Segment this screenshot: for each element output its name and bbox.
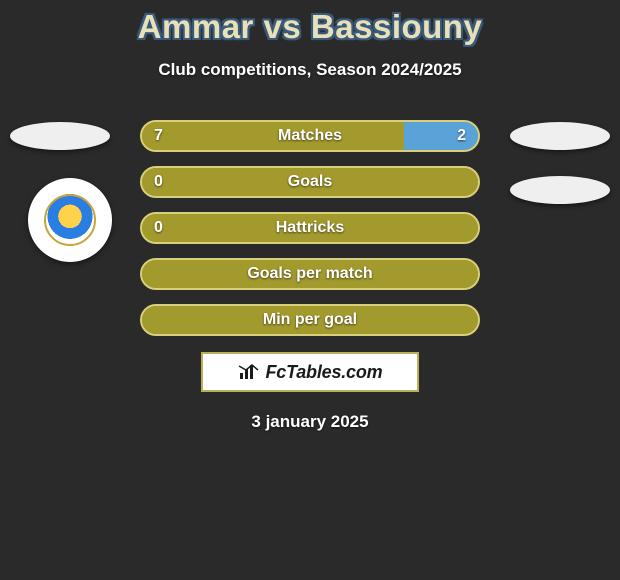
- stat-seg-left: [142, 214, 478, 242]
- subtitle: Club competitions, Season 2024/2025: [0, 60, 620, 80]
- stat-row: Matches72: [0, 120, 620, 152]
- stat-rows: Matches72Goals0Hattricks0Goals per match…: [0, 120, 620, 336]
- stat-seg-left: [142, 260, 478, 288]
- stat-seg-right: [404, 122, 478, 150]
- stat-row: Min per goal: [0, 304, 620, 336]
- stat-value-left: 0: [154, 219, 163, 237]
- brand-label: FcTables.com: [266, 362, 383, 383]
- generated-date: 3 january 2025: [0, 412, 620, 432]
- stat-value-left: 7: [154, 127, 163, 145]
- stat-row: Goals0: [0, 166, 620, 198]
- stat-seg-left: [142, 122, 404, 150]
- stat-seg-left: [142, 306, 478, 334]
- stat-bar: Min per goal: [140, 304, 480, 336]
- stat-bar: Hattricks0: [140, 212, 480, 244]
- stat-row: Goals per match: [0, 258, 620, 290]
- bar-chart-icon: [238, 363, 260, 381]
- page-title: Ammar vs Bassiouny: [0, 8, 620, 46]
- stat-bar: Matches72: [140, 120, 480, 152]
- stat-bar: Goals0: [140, 166, 480, 198]
- brand-box[interactable]: FcTables.com: [201, 352, 419, 392]
- stat-value-left: 0: [154, 173, 163, 191]
- stat-row: Hattricks0: [0, 212, 620, 244]
- stat-seg-left: [142, 168, 478, 196]
- stat-bar: Goals per match: [140, 258, 480, 290]
- stat-value-right: 2: [457, 127, 466, 145]
- card: Ammar vs Bassiouny Club competitions, Se…: [0, 0, 620, 580]
